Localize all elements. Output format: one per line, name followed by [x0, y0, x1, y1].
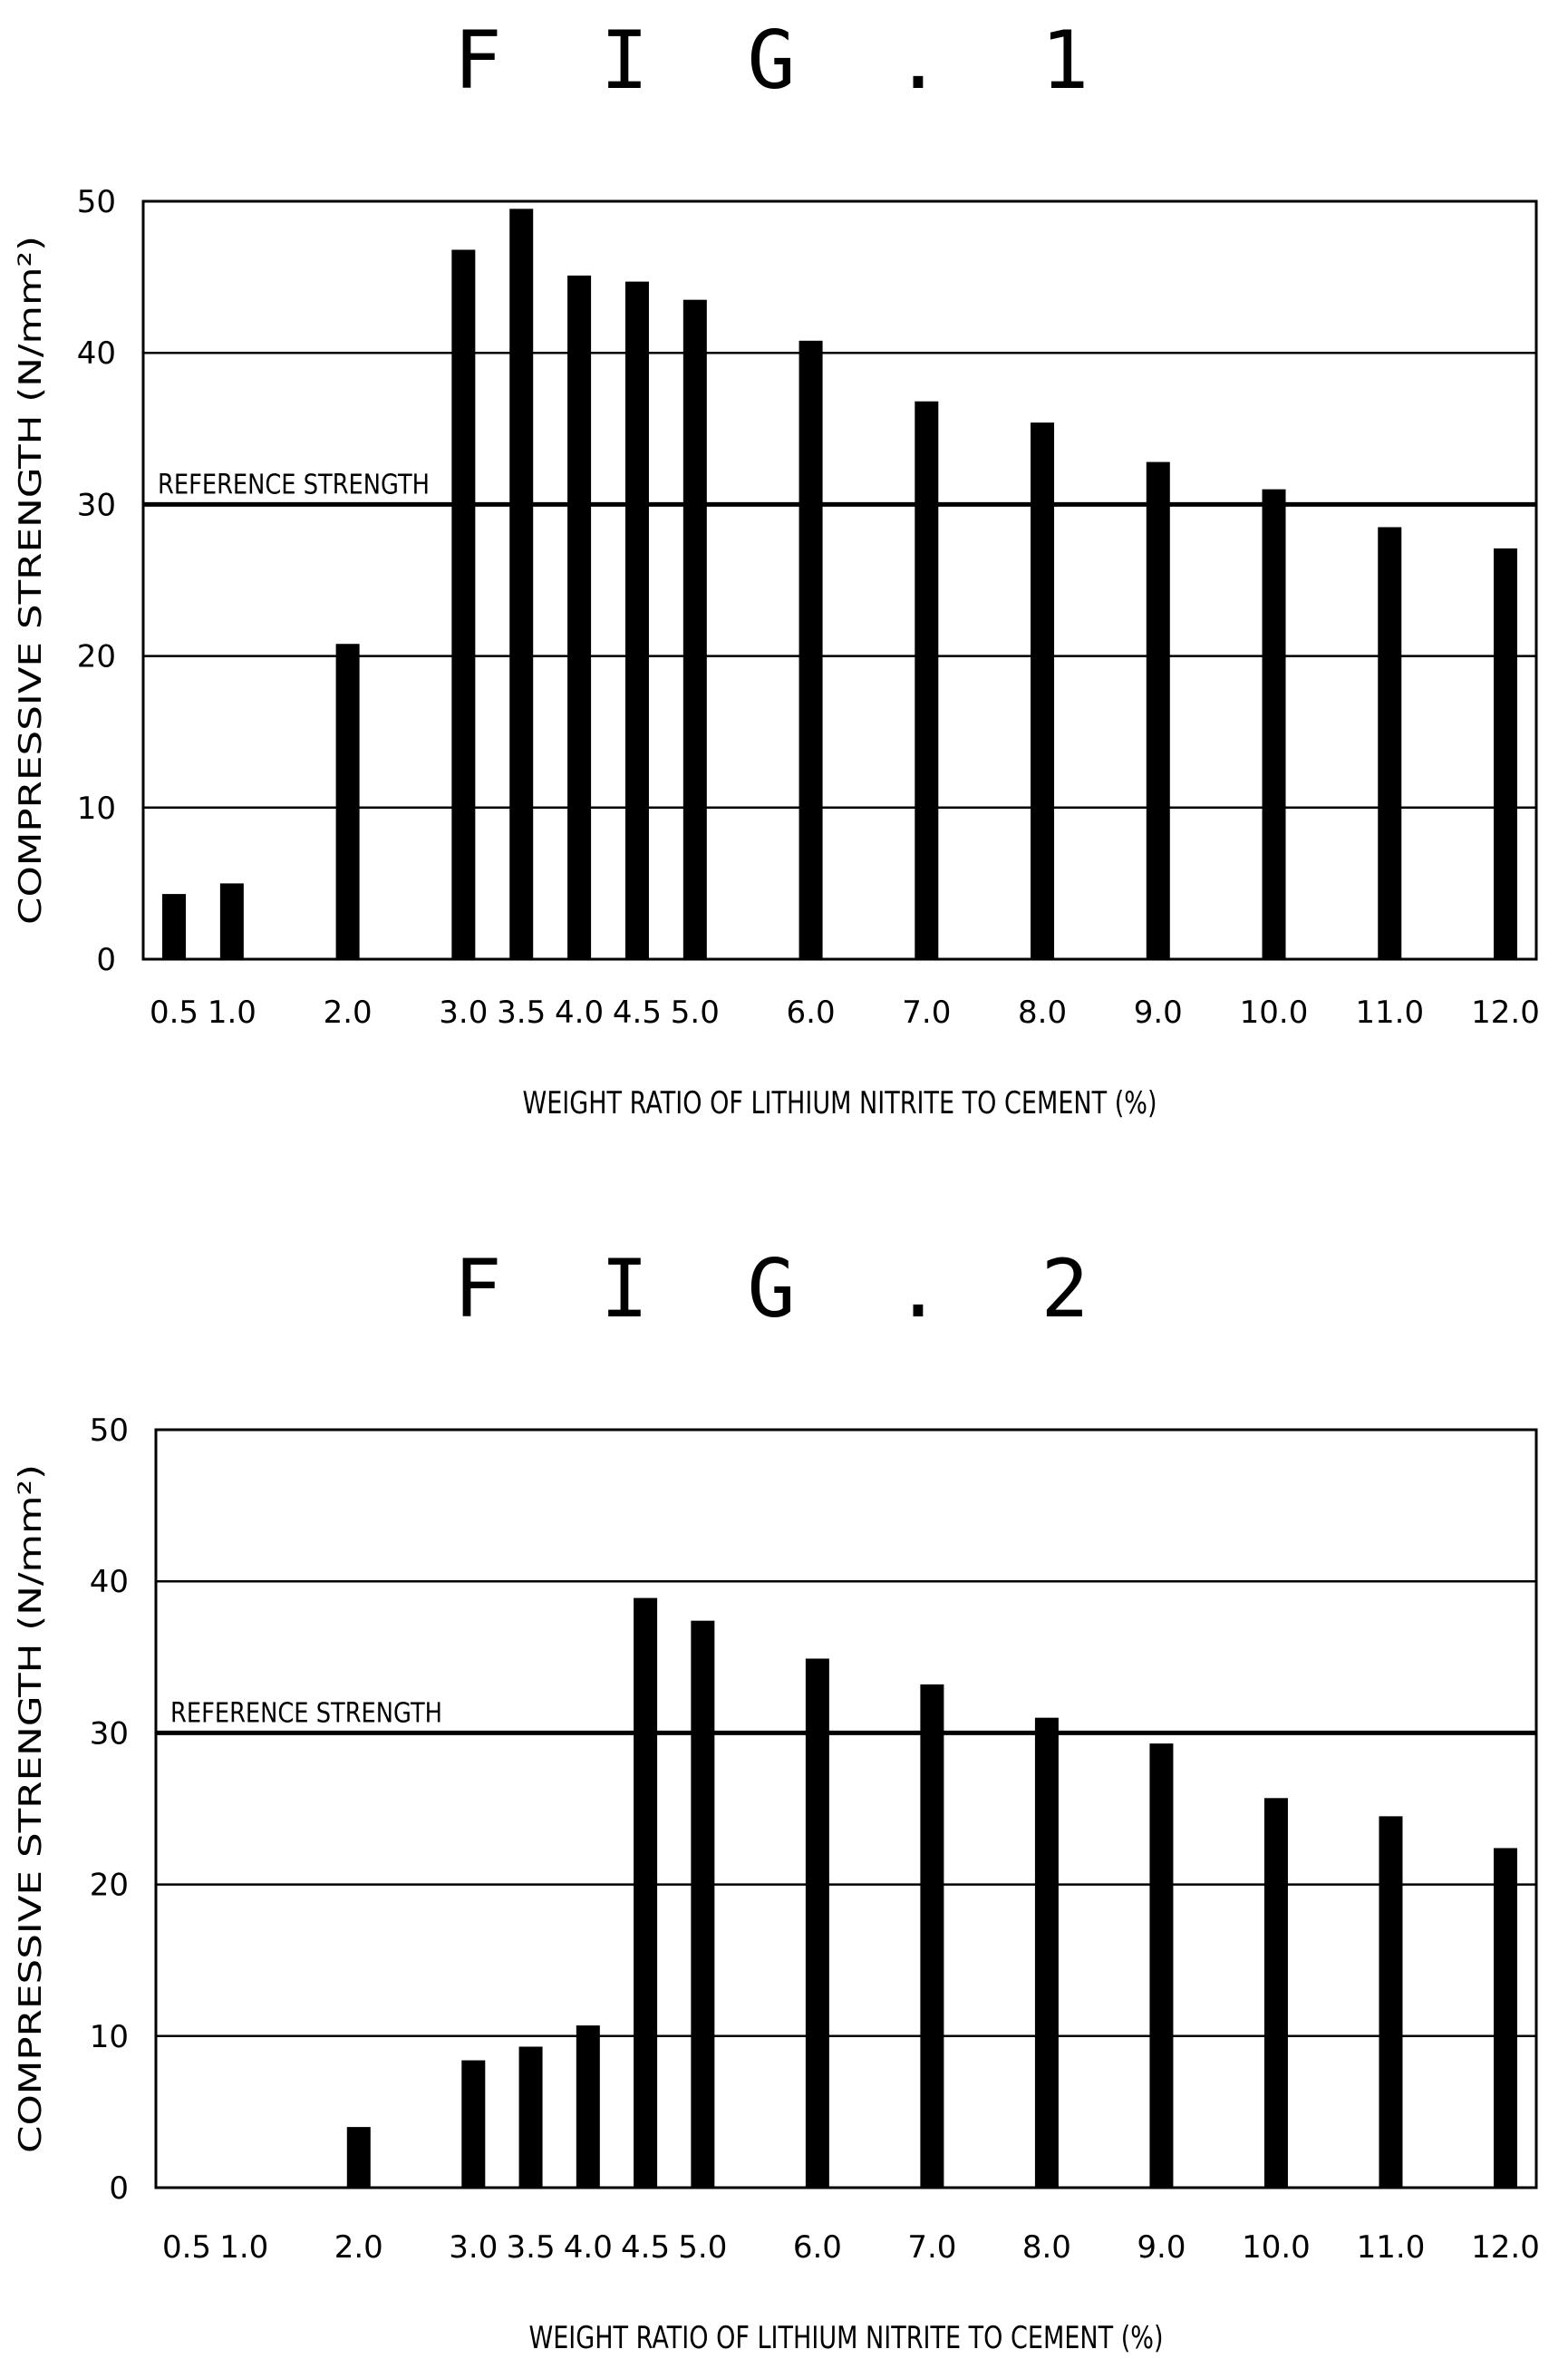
x-tick-label: 9.0 [1134, 995, 1183, 1031]
bar [799, 340, 823, 960]
figure-2-title: F I G . 2 [453, 1242, 1115, 1335]
y-tick-label: 10 [77, 791, 116, 827]
x-tick-label: 1.0 [219, 2229, 268, 2266]
plot-frame [141, 199, 1538, 961]
bar [576, 2025, 600, 2188]
x-tick-label: 4.5 [613, 995, 662, 1031]
x-tick-label: 5.0 [678, 2229, 727, 2266]
bar [219, 883, 244, 959]
bar [1494, 1848, 1517, 2188]
bar [335, 644, 360, 959]
bar [1262, 489, 1286, 959]
bar [624, 281, 649, 960]
bar [1034, 1717, 1059, 2188]
x-tick-label: 2.0 [324, 995, 373, 1031]
y-axis-label: COMPRESSIVE STRENGTH (N/mm²) [13, 236, 49, 925]
x-tick-label: 3.0 [449, 2229, 498, 2266]
bar [162, 894, 186, 959]
x-tick-label: 6.0 [793, 2229, 842, 2266]
bar [1031, 422, 1055, 959]
x-tick-label: 1.0 [208, 995, 256, 1031]
y-tick-label: 20 [77, 639, 116, 675]
bar [1379, 1816, 1403, 2188]
bar [915, 401, 939, 960]
y-tick-label: 50 [90, 1412, 129, 1449]
bar [451, 249, 476, 959]
x-tick-label: 7.0 [907, 2229, 956, 2266]
x-tick-label: 3.0 [439, 995, 488, 1031]
plot-frame [154, 1428, 1538, 2189]
bar [1263, 1798, 1288, 2188]
x-tick-label: 12.0 [1471, 2229, 1540, 2266]
x-tick-label: 9.0 [1137, 2229, 1186, 2266]
x-tick-label: 2.0 [334, 2229, 383, 2266]
y-tick-label: 30 [90, 1715, 129, 1752]
x-tick-label: 11.0 [1355, 995, 1424, 1031]
x-tick-label: 5.0 [671, 995, 720, 1031]
figure-1-chart: 0 10 20 30 40 50 REFERENCE STRENGTH 0.5 1.0 2.0 3.… [13, 184, 1540, 1121]
x-tick-label: 3.5 [497, 995, 546, 1031]
bar [634, 1597, 658, 2188]
x-axis-label: WEIGHT RATIO OF LITHIUM NITRITE TO CEMEN… [529, 2320, 1164, 2356]
x-tick-label: 0.5 [162, 2229, 211, 2266]
bar [518, 2046, 543, 2188]
bar [920, 1684, 944, 2188]
x-tick-label: 12.0 [1471, 995, 1540, 1031]
bar [1494, 548, 1517, 959]
y-tick-label: 20 [90, 1868, 129, 1904]
x-tick-label: 8.0 [1022, 2229, 1071, 2266]
figure-2-chart: 0 10 20 30 40 50 REFERENCE STRENGTH 0.5 1.0 2.0 3.… [13, 1412, 1540, 2356]
y-tick-label: 0 [109, 2170, 129, 2207]
x-tick-label: 0.5 [150, 995, 198, 1031]
bar [691, 1620, 715, 2188]
x-tick-label: 4.0 [564, 2229, 613, 2266]
y-tick-label: 40 [77, 335, 116, 372]
x-tick-label: 3.5 [507, 2229, 556, 2266]
reference-label: REFERENCE STRENGTH [170, 1697, 442, 1729]
x-axis-label: WEIGHT RATIO OF LITHIUM NITRITE TO CEMEN… [523, 1085, 1157, 1121]
y-tick-label: 30 [77, 487, 116, 523]
x-tick-label: 8.0 [1018, 995, 1067, 1031]
y-tick-label: 0 [96, 942, 116, 978]
y-tick-label: 40 [90, 1564, 129, 1600]
bar [805, 1658, 829, 2188]
x-tick-label: 4.5 [621, 2229, 670, 2266]
y-tick-label: 10 [90, 2019, 129, 2055]
figure-1-title: F I G . 1 [453, 14, 1115, 107]
bar [682, 299, 707, 959]
x-tick-label: 11.0 [1357, 2229, 1426, 2266]
x-tick-label: 7.0 [902, 995, 951, 1031]
x-tick-label: 4.0 [555, 995, 604, 1031]
bar [1378, 527, 1402, 959]
x-tick-label: 6.0 [787, 995, 836, 1031]
x-tick-label: 10.0 [1240, 995, 1309, 1031]
bar [1149, 1743, 1174, 2188]
bar [509, 209, 534, 960]
y-axis-label: COMPRESSIVE STRENGTH (N/mm²) [13, 1464, 49, 2153]
x-tick-label: 10.0 [1242, 2229, 1311, 2266]
reference-label: REFERENCE STRENGTH [158, 469, 430, 500]
bar [346, 2127, 371, 2188]
bar [461, 2060, 486, 2188]
y-tick-label: 50 [77, 184, 116, 220]
bar [1146, 461, 1170, 960]
bar [567, 275, 592, 960]
